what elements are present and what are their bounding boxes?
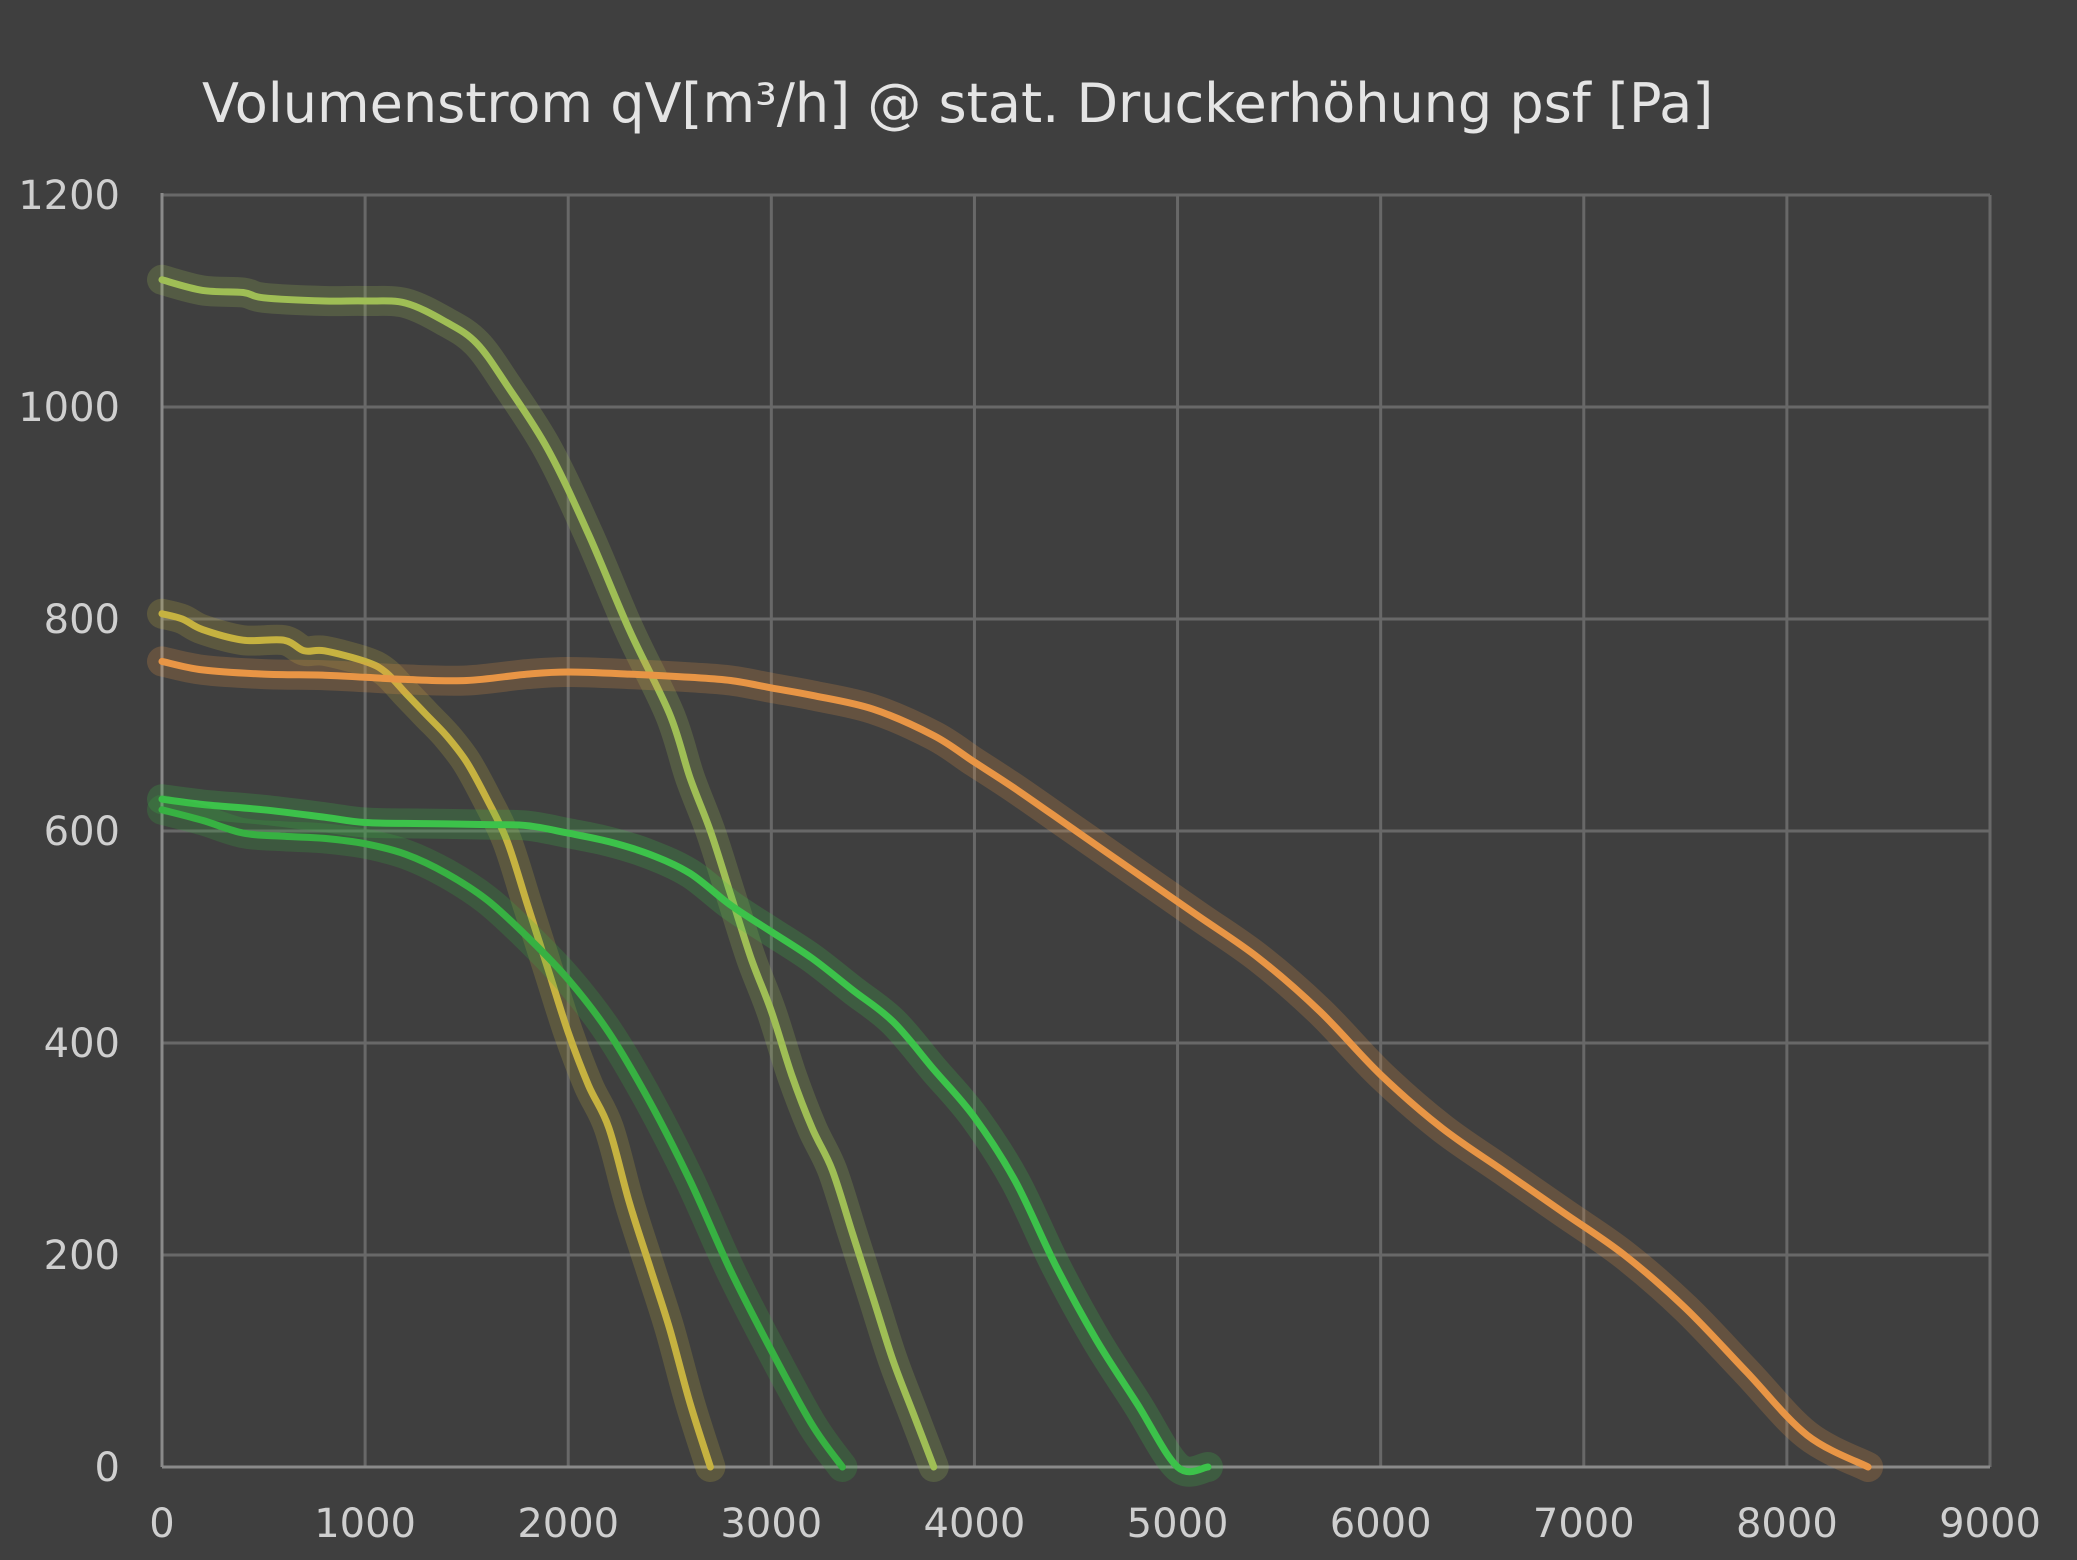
y-tick-label: 400 <box>44 1021 120 1067</box>
x-tick-label: 6000 <box>1330 1501 1432 1547</box>
tick-labels: 0 1000 2000 3000 4000 5000 6000 7000 8000 9000 0 20… <box>18 173 2041 1547</box>
y-tick-label: 1200 <box>18 173 120 219</box>
series-line-1 <box>158 276 938 1471</box>
series-glow-3 <box>147 646 1884 1482</box>
y-tick-label: 1000 <box>18 385 120 431</box>
series-line-4 <box>158 795 1212 1476</box>
y-tick-label: 0 <box>95 1445 120 1491</box>
x-tick-label: 7000 <box>1533 1501 1635 1547</box>
y-tick-label: 600 <box>44 809 120 855</box>
chart-title: Volumenstrom qV[m³/h] @ stat. Druckerhöh… <box>202 72 1713 135</box>
x-tick-label: 2000 <box>517 1501 619 1547</box>
x-tick-label: 3000 <box>720 1501 822 1547</box>
series-lines <box>147 264 1884 1487</box>
series-line-2 <box>158 610 714 1471</box>
series-glow-1 <box>147 264 949 1482</box>
x-tick-label: 8000 <box>1736 1501 1838 1547</box>
series-line-3 <box>158 657 1872 1471</box>
x-tick-label: 0 <box>149 1501 174 1547</box>
y-tick-label: 800 <box>44 597 120 643</box>
x-tick-label: 1000 <box>314 1501 416 1547</box>
x-tick-label: 9000 <box>1939 1501 2041 1547</box>
x-tick-label: 4000 <box>924 1501 1026 1547</box>
y-tick-label: 200 <box>44 1233 120 1279</box>
grid <box>160 193 1992 1469</box>
x-tick-label: 5000 <box>1127 1501 1229 1547</box>
series-line-5 <box>158 806 846 1471</box>
